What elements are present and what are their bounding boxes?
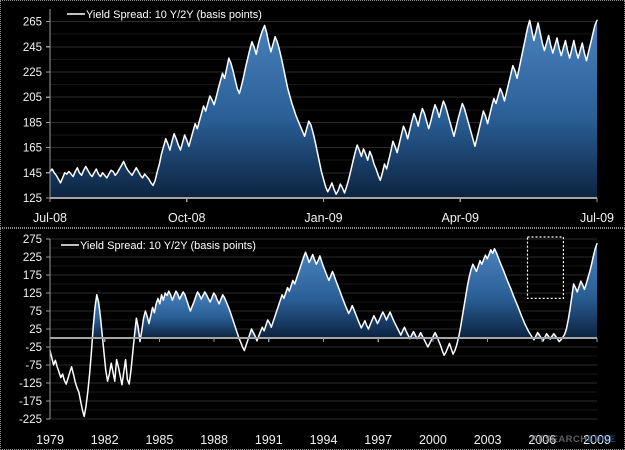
y-tick-label: 125 <box>23 288 42 300</box>
bottom-axes <box>46 238 598 420</box>
x-tick-label: Oct-08 <box>168 211 206 225</box>
y-tick-label: -25 <box>25 342 42 354</box>
x-tick-label: 2000 <box>419 433 447 447</box>
bottom-area-fill <box>93 243 597 338</box>
research-edge-watermark: RESEARCHEDGE <box>531 434 616 445</box>
y-tick-label: 205 <box>23 92 42 104</box>
x-tick-label: 2009 <box>583 433 611 447</box>
watermark-part-1: RESEARCH <box>530 434 588 445</box>
top-chart-svg: 125 145 165 185 205 225 245 265 Jul-08 Oct-08 Jan… <box>23 9 614 225</box>
y-tick-label: -125 <box>19 378 42 390</box>
x-tick-label: Apr-09 <box>441 211 479 225</box>
y-tick-label: 145 <box>23 168 42 180</box>
y-tick-label: 265 <box>23 17 42 29</box>
bottom-series-line <box>49 242 598 418</box>
bottom-legend: Yield Spread: 10 Y/2Y (basis points) <box>61 240 256 252</box>
watermark-part-2: EDGE <box>587 434 616 445</box>
y-tick-label: 225 <box>23 252 42 264</box>
y-tick-label: 165 <box>23 143 42 155</box>
x-tick-label: 1979 <box>36 433 64 447</box>
legend-label-bottom: Yield Spread: 10 Y/2Y (basis points) <box>80 240 256 252</box>
x-tick-label: Jan-09 <box>304 211 342 225</box>
top-axes <box>46 9 598 202</box>
bottom-y-tick-labels: -225 -175 -125 -75 -25 25 75 125 175 225 275 <box>19 234 42 426</box>
top-x-tick-labels: Jul-08 Oct-08 Jan-09 Apr-09 Jul-09 <box>33 211 614 225</box>
x-tick-label: 1997 <box>364 433 392 447</box>
top-gridlines <box>50 21 597 199</box>
y-tick-label: -175 <box>19 396 42 408</box>
highlight-selection-box[interactable] <box>526 236 565 300</box>
y-tick-label: 225 <box>23 67 42 79</box>
y-tick-label: 75 <box>29 306 42 318</box>
x-tick-label: 2006 <box>528 433 556 447</box>
x-tick-label: 1988 <box>200 433 228 447</box>
y-tick-label: 25 <box>29 324 42 336</box>
top-series-line <box>49 19 598 195</box>
y-tick-label: -75 <box>25 360 42 372</box>
top-area-fill <box>50 20 597 199</box>
y-tick-label: 125 <box>23 193 42 205</box>
top-legend: Yield Spread: 10 Y/2Y (basis points) <box>67 9 262 21</box>
bottom-x-tick-labels: 1979 1982 1985 1988 1991 1994 1997 2000 2003 2006… <box>36 433 611 447</box>
x-tick-label: 1982 <box>91 433 119 447</box>
y-tick-label: -225 <box>19 414 42 426</box>
y-tick-label: 175 <box>23 270 42 282</box>
x-tick-label: 1991 <box>255 433 283 447</box>
x-tick-label: Jul-08 <box>33 211 67 225</box>
y-tick-label: 275 <box>23 234 42 246</box>
legend-label-top: Yield Spread: 10 Y/2Y (basis points) <box>86 9 262 21</box>
top-y-tick-labels: 125 145 165 185 205 225 245 265 <box>23 17 42 205</box>
x-tick-label: 1985 <box>145 433 173 447</box>
y-tick-label: 185 <box>23 117 42 129</box>
x-tick-label: Jul-09 <box>580 211 614 225</box>
y-tick-label: 245 <box>23 42 42 54</box>
x-tick-label: 1994 <box>310 433 338 447</box>
chart-panel-top: 125 145 165 185 205 225 245 265 Jul-08 Oct-08 Jan… <box>0 0 625 228</box>
chart-panel-bottom: -225 -175 -125 -75 -25 25 75 125 175 225 275 1979 1… <box>0 228 625 450</box>
x-tick-label: 2003 <box>474 433 502 447</box>
